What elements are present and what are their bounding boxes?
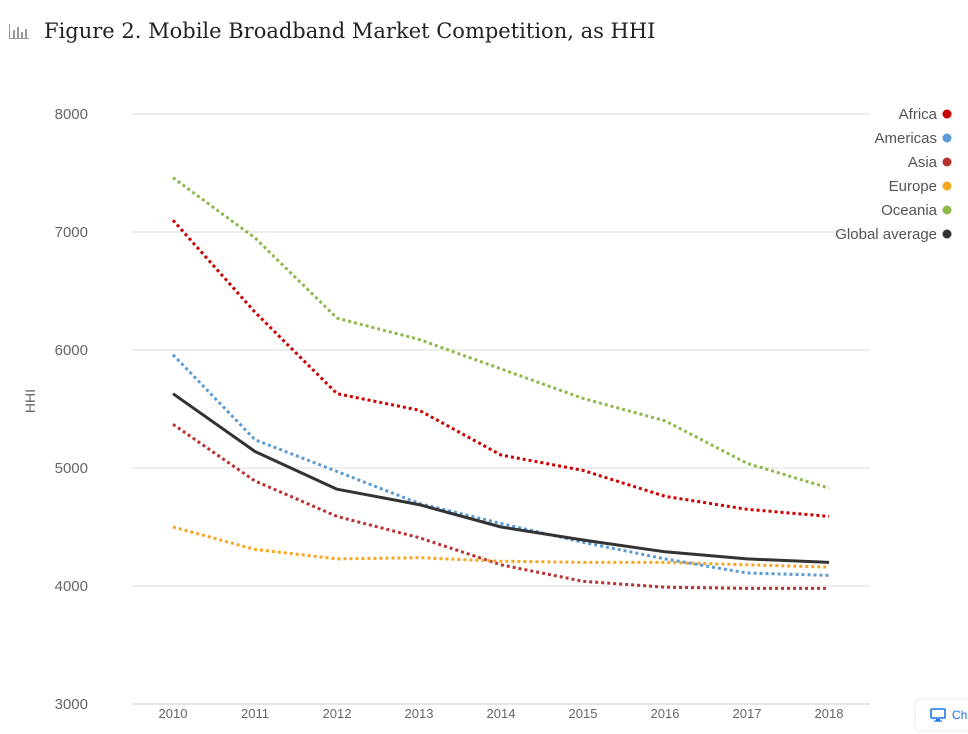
legend-item-africa[interactable]: Africa bbox=[899, 106, 952, 123]
y-tick-label: 3000 bbox=[55, 696, 88, 713]
chart-header: Figure 2. Mobile Broadband Market Compet… bbox=[8, 14, 655, 48]
y-tick-label: 7000 bbox=[55, 224, 88, 241]
series-line-americas bbox=[171, 353, 830, 577]
legend[interactable]: Africa Americas Asia Europe Oceania Global av… bbox=[835, 106, 952, 243]
axes: 3000 4000 5000 6000 7000 8000 2010 2011 2012 2013… bbox=[22, 106, 843, 721]
x-tick-label: 2015 bbox=[569, 706, 598, 721]
x-tick-label: 2010 bbox=[159, 706, 188, 721]
x-tick-label: 2018 bbox=[815, 706, 844, 721]
legend-marker bbox=[942, 205, 952, 215]
chart-options-label: Ch bbox=[952, 708, 968, 722]
series-lines bbox=[171, 176, 830, 590]
legend-item-europe[interactable]: Europe bbox=[889, 178, 952, 195]
y-tick-label: 5000 bbox=[55, 460, 88, 477]
series-line-oceania bbox=[172, 176, 830, 490]
y-axis-label: HHI bbox=[22, 389, 38, 413]
series-line-global-average bbox=[172, 392, 830, 564]
legend-item-oceania[interactable]: Oceania bbox=[881, 202, 952, 219]
grid-lines bbox=[132, 113, 870, 705]
x-tick-label: 2012 bbox=[323, 706, 352, 721]
legend-item-global-average[interactable]: Global average bbox=[835, 226, 952, 243]
series-line-asia bbox=[172, 423, 829, 590]
y-tick-label: 6000 bbox=[55, 342, 88, 359]
legend-label: Africa bbox=[899, 106, 938, 123]
chart-title: Figure 2. Mobile Broadband Market Compet… bbox=[44, 19, 656, 43]
legend-item-americas[interactable]: Americas bbox=[874, 130, 952, 147]
bar-chart-icon bbox=[9, 24, 29, 39]
legend-marker bbox=[942, 181, 952, 191]
x-tick-label: 2011 bbox=[241, 706, 269, 721]
series-line-europe bbox=[172, 525, 830, 569]
chart-options-button[interactable]: Ch bbox=[916, 700, 968, 730]
y-tick-label: 4000 bbox=[55, 578, 88, 595]
legend-marker bbox=[942, 157, 952, 167]
x-tick-label: 2016 bbox=[651, 706, 680, 721]
legend-label: Americas bbox=[874, 130, 937, 147]
series-line-africa bbox=[171, 219, 830, 518]
x-tick-label: 2014 bbox=[487, 706, 516, 721]
monitor-icon bbox=[930, 708, 946, 722]
x-tick-label: 2017 bbox=[733, 706, 762, 721]
legend-label: Asia bbox=[908, 154, 938, 171]
legend-label: Global average bbox=[835, 226, 937, 243]
legend-marker bbox=[942, 133, 952, 143]
legend-marker bbox=[942, 229, 952, 239]
legend-item-asia[interactable]: Asia bbox=[908, 154, 952, 171]
y-tick-label: 8000 bbox=[55, 106, 88, 123]
legend-label: Oceania bbox=[881, 202, 938, 219]
legend-label: Europe bbox=[889, 178, 937, 195]
x-tick-label: 2013 bbox=[405, 706, 434, 721]
legend-marker bbox=[942, 109, 952, 119]
